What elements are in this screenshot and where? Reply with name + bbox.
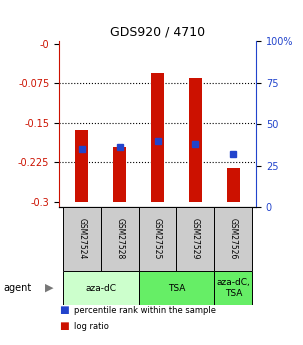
Bar	[227, 168, 240, 202]
FancyBboxPatch shape	[215, 271, 252, 305]
Text: agent: agent	[3, 283, 31, 293]
Text: aza-dC,
TSA: aza-dC, TSA	[216, 278, 250, 298]
FancyBboxPatch shape	[215, 207, 252, 271]
Text: log ratio: log ratio	[74, 322, 109, 331]
Text: TSA: TSA	[168, 284, 185, 293]
FancyBboxPatch shape	[101, 207, 139, 271]
Title: GDS920 / 4710: GDS920 / 4710	[110, 26, 205, 39]
Text: GSM27526: GSM27526	[229, 218, 238, 259]
Text: aza-dC: aza-dC	[85, 284, 116, 293]
FancyBboxPatch shape	[176, 207, 215, 271]
Text: ▶: ▶	[45, 283, 53, 293]
Bar	[189, 78, 202, 202]
Text: GSM27529: GSM27529	[191, 218, 200, 259]
FancyBboxPatch shape	[139, 207, 176, 271]
Text: percentile rank within the sample: percentile rank within the sample	[74, 306, 216, 315]
FancyBboxPatch shape	[139, 271, 215, 305]
Text: GSM27528: GSM27528	[115, 218, 124, 259]
Bar	[75, 130, 88, 202]
Bar	[113, 147, 126, 202]
Bar	[151, 73, 164, 202]
Text: ■: ■	[59, 321, 69, 331]
Text: GSM27525: GSM27525	[153, 218, 162, 259]
Text: GSM27524: GSM27524	[77, 218, 86, 259]
Text: ■: ■	[59, 306, 69, 315]
FancyBboxPatch shape	[63, 271, 139, 305]
FancyBboxPatch shape	[63, 207, 101, 271]
